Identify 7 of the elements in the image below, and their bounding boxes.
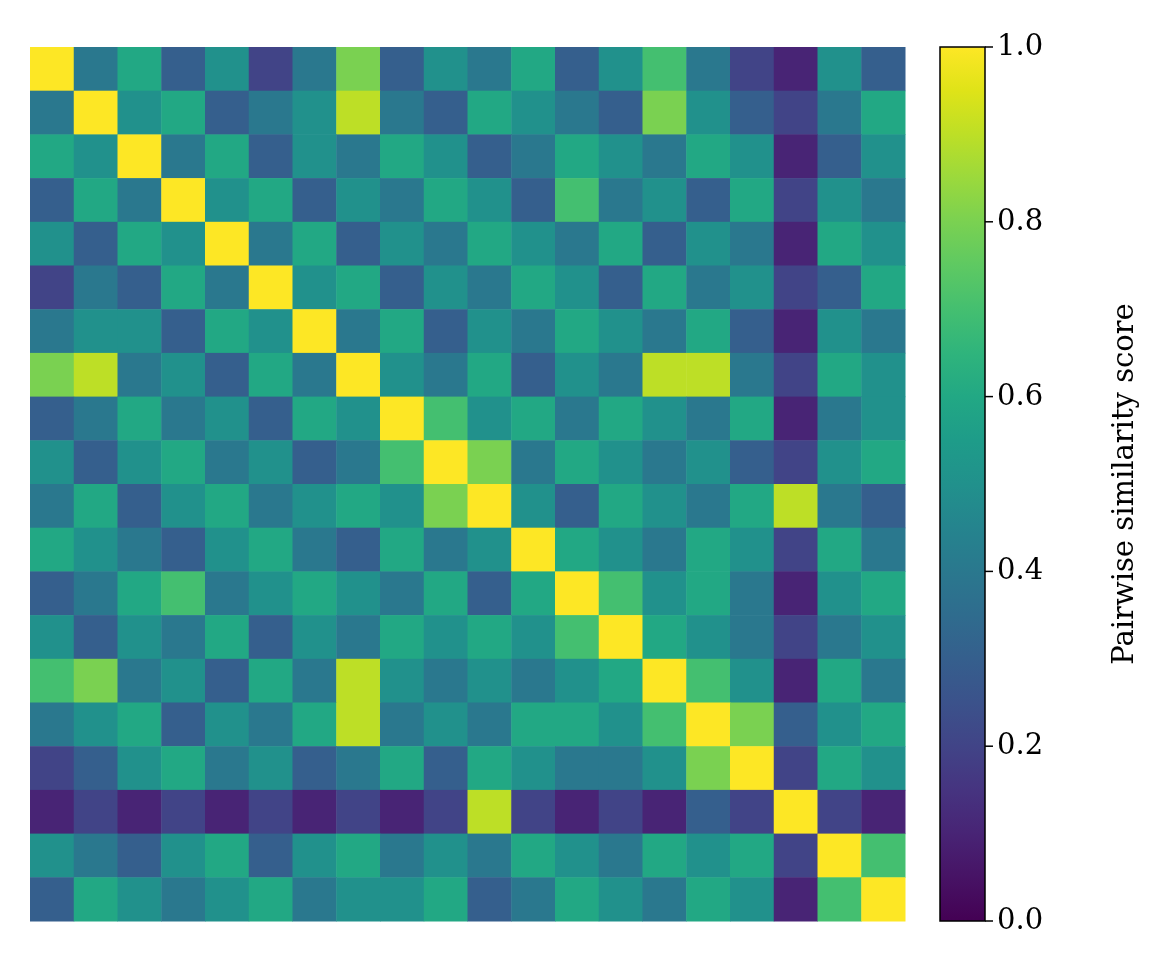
color-bar-title: Pairwise similarity score [1106,303,1140,665]
color-bar-label: 0.0 [997,902,1044,936]
color-bar-label: 0.4 [997,552,1044,587]
color-bar-label: 0.2 [997,727,1044,762]
color-bar-label: 0.8 [997,202,1044,237]
color-bar-label: 0.6 [997,377,1044,412]
color-bar-label: 1.0 [997,28,1044,62]
